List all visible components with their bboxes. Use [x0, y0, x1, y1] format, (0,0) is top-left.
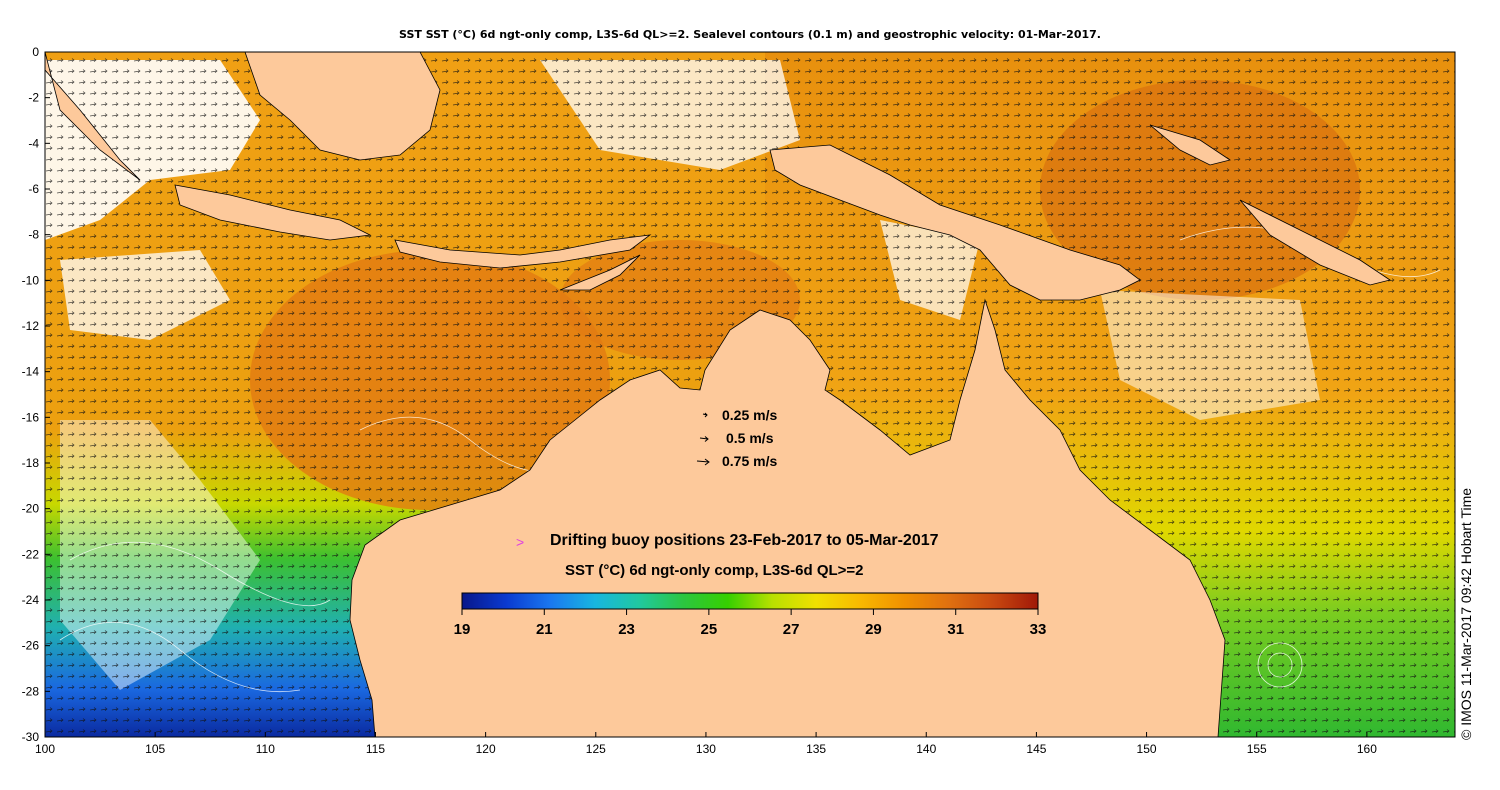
x-tick-label: 155	[1247, 742, 1267, 756]
y-tick-label: 0	[32, 45, 39, 59]
velocity-legend-label-0.75: 0.75 m/s	[722, 453, 778, 469]
colorbar-tick-label: 23	[618, 621, 635, 638]
map-field	[45, 52, 1455, 737]
velocity-arrow-0.75	[696, 458, 710, 466]
y-tick-label: -14	[22, 365, 40, 379]
y-tick-label: -18	[22, 456, 40, 470]
y-tick-label: -8	[28, 228, 39, 242]
y-tick-label: -30	[22, 730, 40, 744]
y-tick-label: -6	[28, 182, 39, 196]
y-tick-label: -22	[22, 547, 40, 561]
y-axis: 0 -2 -4 -6 -8 -10 -12 -14 -16 -18 -20 -22 -24 -26 -28 -…	[22, 45, 50, 744]
x-tick-label: 110	[256, 742, 275, 756]
x-axis: 100 105 110 115 120 125 130 135 140 145 150 155 160	[35, 732, 1377, 756]
y-tick-label: -28	[22, 684, 40, 698]
land-solomon-islands	[1239, 199, 1391, 286]
velocity-legend-label-0.25: 0.25 m/s	[722, 407, 778, 423]
land-sumatra	[45, 52, 141, 181]
x-tick-label: 140	[916, 742, 936, 756]
colorbar	[461, 592, 1039, 610]
page-title: SST SST (°C) 6d ngt-only comp, L3S-6d QL…	[399, 28, 1101, 41]
colorbar-tick-label: 25	[700, 621, 718, 638]
colorbar-tick-label: 21	[535, 621, 553, 638]
colorbar-title: SST (°C) 6d ngt-only comp, L3S-6d QL>=2	[565, 562, 864, 579]
velocity-arrow-0.5	[699, 436, 709, 442]
land-new-britain	[1149, 124, 1231, 166]
buoy-legend-label: Drifting buoy positions 23-Feb-2017 to 0…	[550, 532, 939, 549]
x-tick-label: 100	[35, 742, 55, 756]
buoy-marker-icon: >	[516, 534, 525, 550]
x-tick-label: 105	[145, 742, 165, 756]
y-tick-label: -20	[22, 502, 40, 516]
x-tick-label: 130	[696, 742, 716, 756]
copyright-timestamp: © IMOS 11-Mar-2017 09:42 Hobart Time	[1458, 487, 1474, 740]
map-frame	[44, 51, 1456, 738]
land-timor	[559, 254, 641, 291]
land-lesser-sunda	[394, 234, 652, 269]
colorbar-tick-label: 19	[453, 621, 471, 638]
velocity-legend-label-0.5: 0.5 m/s	[726, 430, 774, 446]
y-tick-label: -10	[22, 273, 40, 287]
x-tick-label: 145	[1026, 742, 1046, 756]
x-tick-label: 115	[366, 742, 385, 756]
land-java	[174, 184, 372, 241]
velocity-legend-arrows	[696, 412, 710, 466]
colorbar-tick-marks	[461, 609, 1039, 615]
y-tick-label: -16	[22, 410, 40, 424]
land-borneo	[244, 52, 441, 161]
x-tick-label: 150	[1137, 742, 1157, 756]
land-new-guinea	[769, 144, 1141, 301]
colorbar-tick-label: 29	[865, 621, 882, 638]
velocity-arrow-0.25	[702, 412, 708, 418]
y-tick-label: -24	[22, 593, 40, 607]
x-tick-label: 125	[586, 742, 606, 756]
y-tick-label: -26	[22, 639, 40, 653]
y-tick-label: -2	[28, 91, 39, 105]
y-tick-label: -12	[22, 319, 40, 333]
y-tick-label: -4	[28, 136, 39, 150]
colorbar-tick-label: 31	[947, 621, 965, 638]
x-tick-label: 135	[806, 742, 826, 756]
land-australia	[349, 298, 1226, 737]
x-tick-label: 120	[476, 742, 496, 756]
colorbar-tick-label: 33	[1029, 621, 1047, 638]
x-tick-label: 160	[1357, 742, 1377, 756]
colorbar-tick-label: 27	[782, 621, 800, 638]
